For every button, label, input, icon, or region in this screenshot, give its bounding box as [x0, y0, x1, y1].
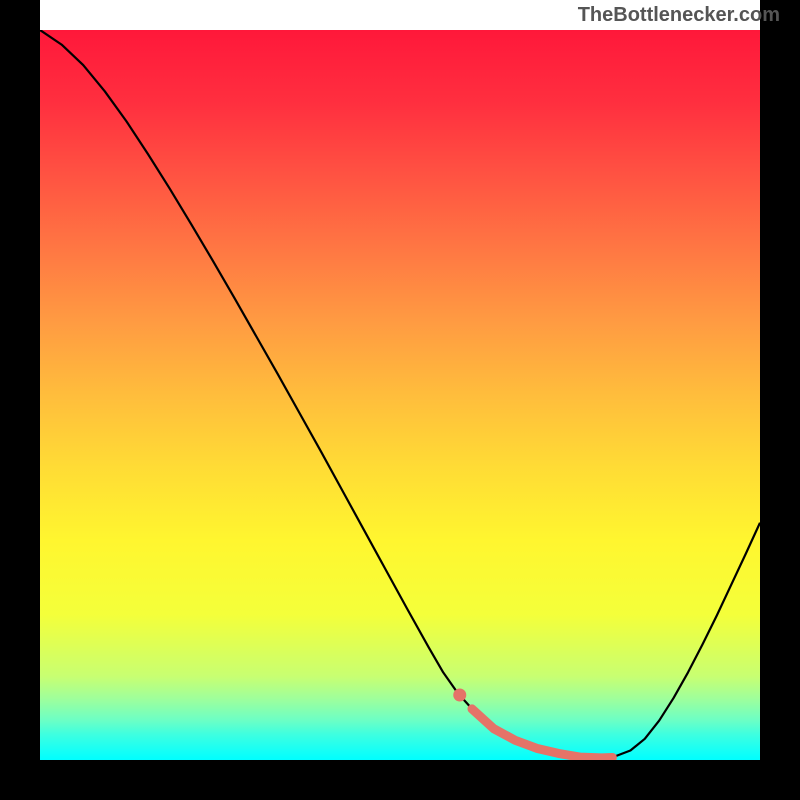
frame-border-right	[760, 0, 800, 800]
plot-area	[40, 30, 760, 760]
highlight-overlay	[40, 30, 760, 760]
watermark-text: TheBottlenecker.com	[578, 4, 780, 27]
chart-container: TheBottlenecker.com	[0, 0, 800, 800]
frame-border-left	[0, 0, 40, 800]
frame-border-bottom	[0, 760, 800, 800]
